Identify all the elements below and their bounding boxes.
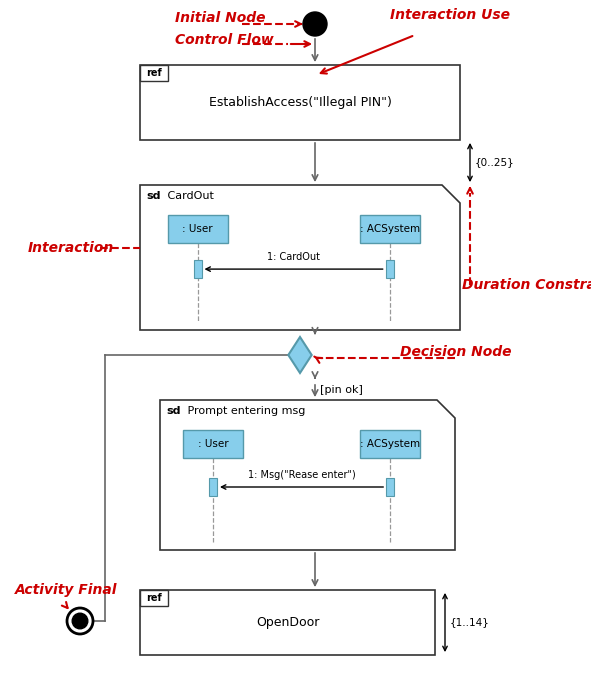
- Bar: [359, 215, 420, 243]
- Bar: [140, 590, 435, 655]
- Text: Interaction Use: Interaction Use: [390, 8, 510, 22]
- Circle shape: [72, 613, 88, 629]
- Text: 1: CardOut: 1: CardOut: [267, 252, 320, 262]
- Text: ref: ref: [146, 68, 162, 78]
- Bar: [168, 215, 228, 243]
- Text: 1: Msg("Rease enter"): 1: Msg("Rease enter"): [248, 470, 355, 480]
- Bar: [140, 590, 168, 606]
- Text: {1..14}: {1..14}: [450, 618, 490, 628]
- Circle shape: [303, 12, 327, 36]
- Polygon shape: [288, 337, 311, 373]
- Bar: [140, 65, 460, 140]
- Bar: [360, 430, 420, 458]
- Text: Decision Node: Decision Node: [400, 345, 511, 359]
- Text: Control Flow: Control Flow: [175, 33, 274, 47]
- Text: CardOut: CardOut: [164, 191, 214, 201]
- Text: [pin ok]: [pin ok]: [320, 385, 363, 395]
- Text: Duration Constraint: Duration Constraint: [462, 278, 591, 292]
- Text: OpenDoor: OpenDoor: [256, 616, 319, 629]
- Polygon shape: [160, 400, 455, 550]
- Polygon shape: [140, 185, 460, 330]
- Text: sd: sd: [166, 406, 180, 416]
- Text: Interaction: Interaction: [28, 241, 114, 255]
- Bar: [386, 478, 394, 496]
- Text: : User: : User: [198, 439, 228, 449]
- Text: Initial Node: Initial Node: [175, 11, 265, 25]
- Text: Prompt entering msg: Prompt entering msg: [184, 406, 306, 416]
- Text: ref: ref: [146, 593, 162, 603]
- Text: sd: sd: [146, 191, 161, 201]
- Text: : ACSystem: : ACSystem: [360, 439, 420, 449]
- Text: : ACSystem: : ACSystem: [359, 224, 420, 234]
- Text: : User: : User: [182, 224, 213, 234]
- Bar: [194, 260, 202, 278]
- Bar: [209, 478, 217, 496]
- Text: {0..25}: {0..25}: [475, 157, 515, 167]
- Bar: [183, 430, 243, 458]
- Text: Activity Final: Activity Final: [15, 583, 118, 597]
- Bar: [140, 65, 168, 81]
- Bar: [385, 260, 394, 278]
- Text: EstablishAccess("Illegal PIN"): EstablishAccess("Illegal PIN"): [209, 96, 391, 109]
